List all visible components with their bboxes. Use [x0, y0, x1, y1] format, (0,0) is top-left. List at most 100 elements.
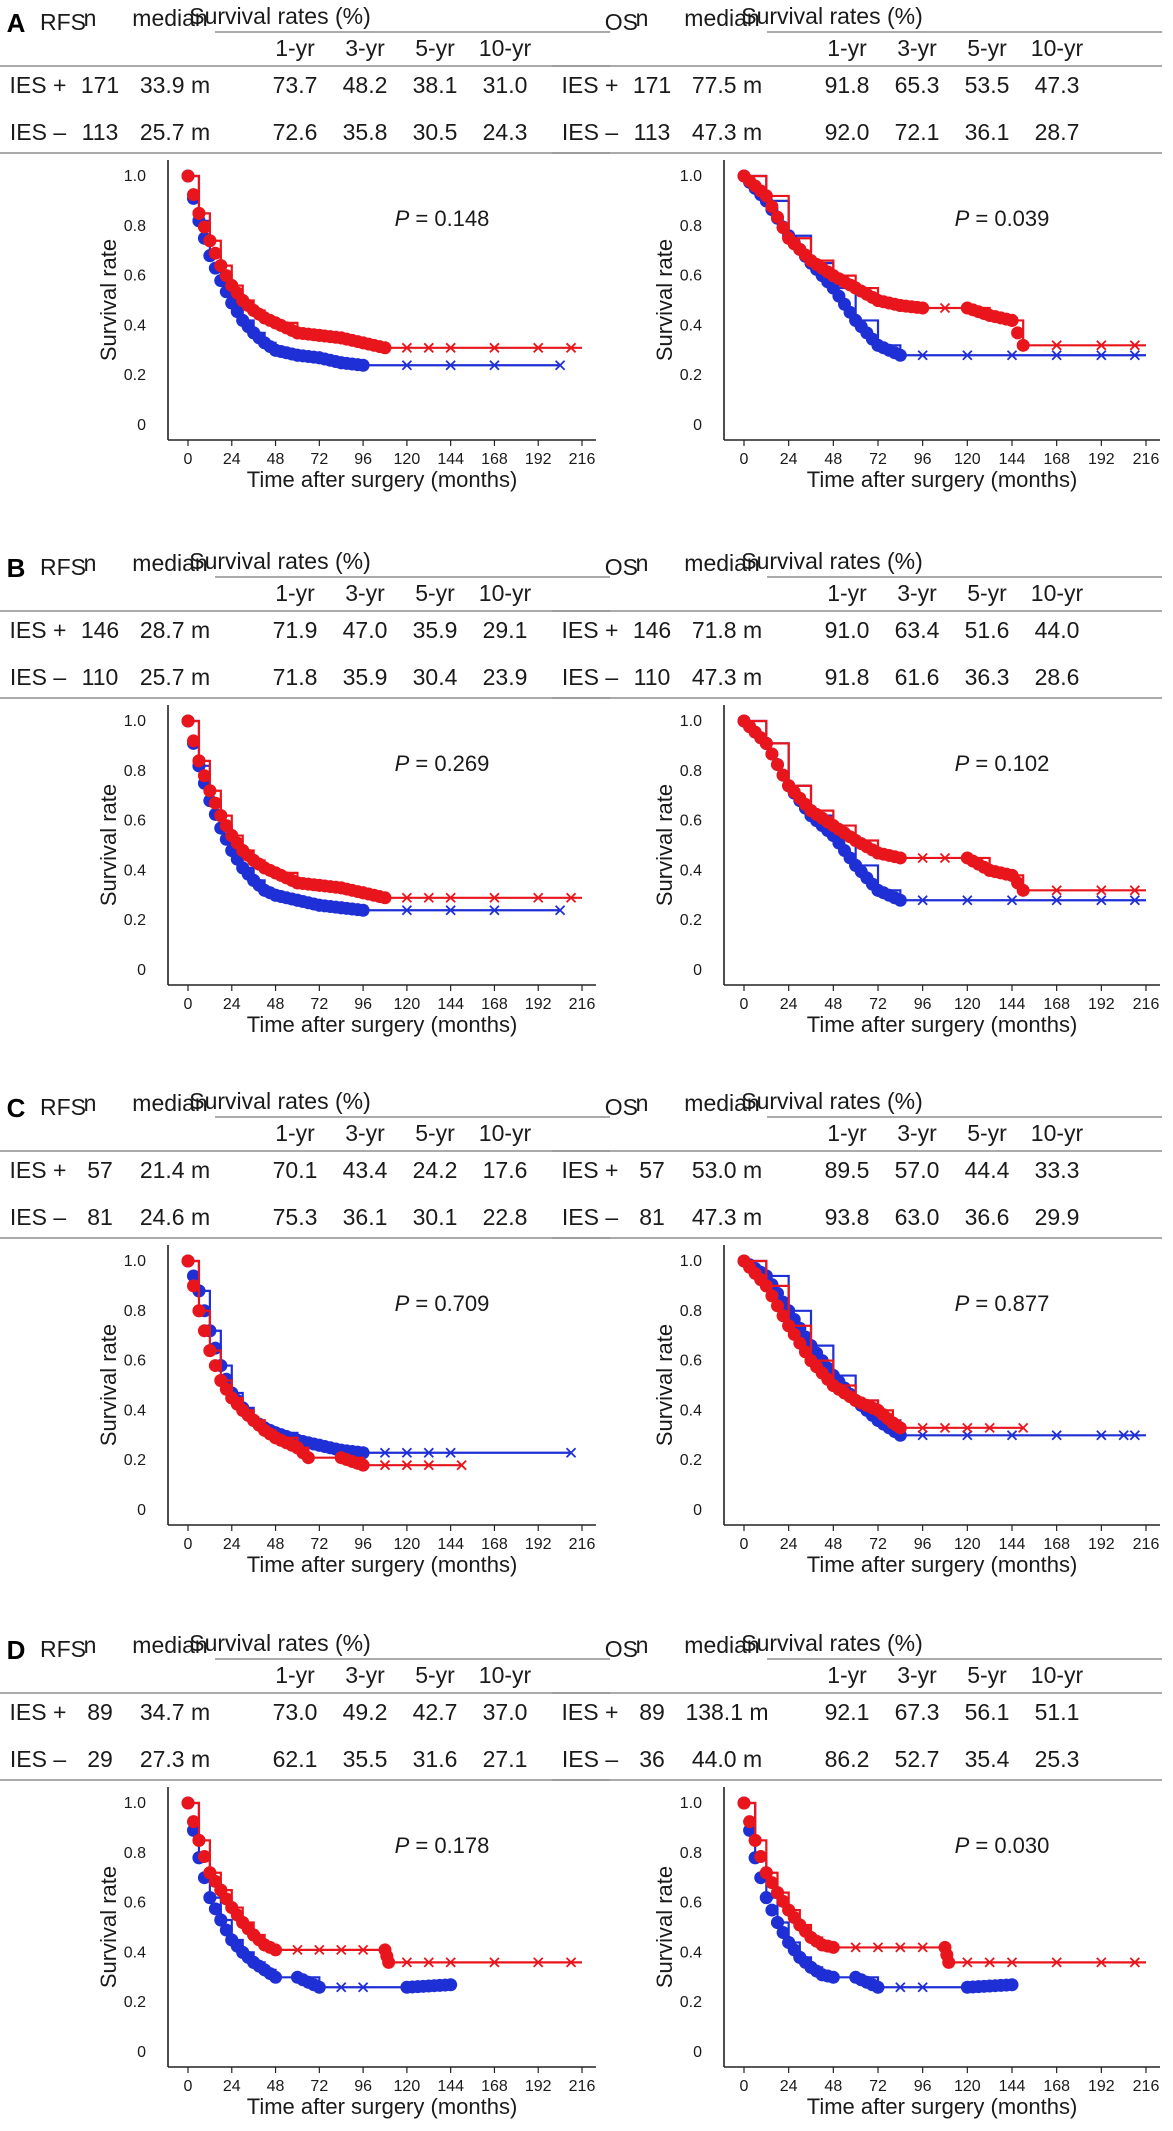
- row-group: IES –: [10, 664, 66, 690]
- table-row: IES + 171 77.5 m 91.8 65.3 53.5 47.3: [562, 72, 1080, 98]
- p-value: P = 0.269: [395, 751, 490, 776]
- y-tick-label: 0.8: [124, 1845, 146, 1862]
- event-marker: [197, 220, 211, 234]
- y-axis-label: Survival rate: [96, 1866, 121, 1988]
- censor-mark: [445, 1447, 456, 1458]
- y-axis-label: Survival rate: [652, 239, 677, 361]
- x-tick-label: 216: [1133, 996, 1160, 1013]
- header-year: 5-yr: [415, 1120, 455, 1146]
- header-median: median: [684, 1632, 759, 1658]
- event-marker: [203, 1891, 217, 1905]
- event-marker: [765, 1289, 779, 1303]
- header-median: median: [132, 1090, 207, 1116]
- y-tick-label: 0: [693, 2044, 702, 2061]
- censor-mark: [423, 1957, 434, 1968]
- censor-mark: [962, 852, 973, 864]
- y-tick-label: 1.0: [680, 713, 702, 730]
- panel-label-a: A: [7, 8, 26, 38]
- event-marker: [776, 1925, 790, 1939]
- row-rate: 23.9: [483, 664, 528, 690]
- censor-mark: [533, 1957, 544, 1968]
- row-rate: 52.7: [895, 1746, 940, 1772]
- event-marker: [181, 169, 195, 183]
- y-axis-label: Survival rate: [96, 239, 121, 361]
- censor-mark: [401, 892, 413, 903]
- x-axis-label: Time after surgery (months): [807, 2094, 1078, 2119]
- censor-mark: [917, 1430, 928, 1441]
- y-tick-label: 0.4: [124, 862, 146, 879]
- censor-mark: [379, 892, 391, 903]
- x-tick-label: 24: [223, 996, 241, 1013]
- header-year: 10-yr: [479, 580, 532, 606]
- header-year: 10-yr: [1031, 1120, 1084, 1146]
- x-tick-label: 192: [1088, 1536, 1115, 1553]
- x-tick-label: 144: [437, 996, 464, 1013]
- row-group: IES +: [10, 1699, 67, 1725]
- event-marker: [771, 210, 784, 224]
- event-marker: [269, 1943, 283, 1957]
- x-tick-label: 192: [1088, 2078, 1115, 2095]
- x-tick-label: 192: [1088, 996, 1115, 1013]
- endpoint-label: RFS: [40, 1094, 86, 1120]
- x-tick-label: 48: [267, 451, 285, 468]
- censor-mark: [1006, 1979, 1018, 1990]
- x-tick-label: 96: [914, 1536, 932, 1553]
- row-rate: 24.2: [413, 1157, 458, 1183]
- y-tick-label: 0.6: [124, 813, 146, 830]
- x-tick-label: 120: [954, 996, 981, 1013]
- km-series-ies-plus: [737, 1796, 1146, 1969]
- row-n: 146: [633, 617, 671, 643]
- censor-mark: [1051, 1430, 1062, 1441]
- censor-mark: [1051, 895, 1062, 906]
- endpoint-label: RFS: [40, 1636, 86, 1662]
- x-tick-label: 144: [999, 2078, 1026, 2095]
- censor-mark: [895, 300, 906, 311]
- x-tick-label: 96: [914, 2078, 932, 2095]
- y-tick-label: 0.6: [680, 1895, 702, 1912]
- km-series-ies-plus: [181, 714, 582, 905]
- table-row: IES + 89 34.7 m 73.0 49.2 42.7 37.0: [10, 1699, 528, 1725]
- row-rate: 44.0: [1035, 617, 1080, 643]
- x-tick-label: 216: [569, 451, 596, 468]
- panel-label-c: C: [7, 1093, 26, 1123]
- x-tick-label: 216: [569, 996, 596, 1013]
- censor-mark: [357, 360, 369, 371]
- event-marker: [1005, 313, 1019, 327]
- censor-mark: [1096, 1430, 1107, 1441]
- censor-mark: [984, 865, 995, 876]
- censor-mark: [1129, 1957, 1140, 1968]
- censor-mark: [489, 360, 500, 371]
- x-tick-label: 168: [1043, 1536, 1070, 1553]
- table-row: IES – 36 44.0 m 86.2 52.7 35.4 25.3: [562, 1746, 1080, 1772]
- km-series-ies-plus: [737, 169, 1146, 352]
- y-tick-label: 0.6: [680, 1353, 702, 1370]
- event-marker: [759, 1279, 773, 1293]
- row-rate: 30.4: [413, 664, 458, 690]
- header-year: 1-yr: [827, 35, 867, 61]
- y-tick-label: 0.8: [680, 763, 702, 780]
- km-plot-d-rfs: 0 0.2 0.4 0.6 0.8 1.0 0 24 48 72 96 120 144 168 192 216…: [96, 1787, 596, 2119]
- x-tick-label: 96: [354, 451, 372, 468]
- censor-mark: [489, 1957, 500, 1968]
- row-median: 24.6 m: [140, 1204, 210, 1230]
- x-tick-label: 48: [267, 1536, 285, 1553]
- row-rate: 35.9: [343, 664, 388, 690]
- km-series-ies-minus: [181, 714, 566, 917]
- row-n: 171: [81, 72, 119, 98]
- row-rate: 35.5: [343, 1746, 388, 1772]
- censor-mark: [1096, 340, 1107, 351]
- x-tick-label: 216: [1133, 1536, 1160, 1553]
- row-rate: 36.1: [343, 1204, 388, 1230]
- censor-mark: [962, 1422, 973, 1433]
- censor-mark: [917, 302, 928, 314]
- header-year: 10-yr: [1031, 35, 1084, 61]
- table-row: IES + 146 28.7 m 71.9 47.0 35.9 29.1: [10, 617, 528, 643]
- event-marker: [214, 1913, 228, 1927]
- row-median: 21.4 m: [140, 1157, 210, 1183]
- censor-mark: [357, 905, 369, 916]
- censor-mark: [445, 1979, 456, 1990]
- censor-mark: [1129, 1430, 1140, 1441]
- y-tick-label: 0.4: [124, 1944, 146, 1961]
- row-rate: 35.9: [413, 617, 458, 643]
- y-tick-label: 0.6: [124, 268, 146, 285]
